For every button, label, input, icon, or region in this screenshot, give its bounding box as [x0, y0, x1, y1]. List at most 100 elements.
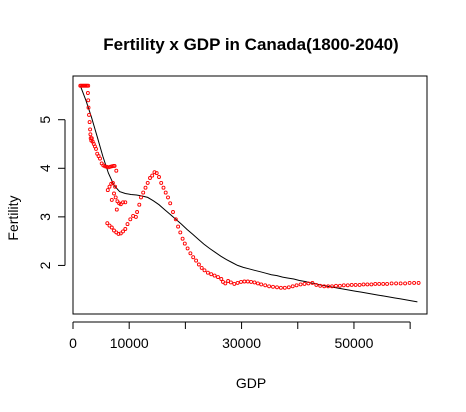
data-point — [294, 283, 299, 288]
x-tick-label: 10000 — [110, 335, 149, 351]
data-point — [143, 185, 148, 190]
data-point — [105, 221, 110, 226]
data-point — [86, 83, 91, 88]
data-point — [239, 279, 243, 284]
data-point — [86, 105, 91, 110]
data-point — [94, 146, 98, 151]
data-point — [361, 282, 366, 287]
data-point — [385, 281, 390, 286]
data-point — [282, 285, 287, 290]
data-point — [228, 280, 233, 285]
data-point — [182, 241, 187, 246]
data-point — [173, 217, 178, 222]
data-point — [125, 222, 130, 227]
data-point — [108, 164, 113, 169]
data-point — [349, 282, 354, 287]
data-point — [202, 268, 207, 273]
data-point — [109, 197, 114, 202]
data-point — [223, 281, 228, 286]
data-point — [369, 282, 374, 287]
data-point — [199, 265, 204, 270]
data-point — [178, 230, 183, 235]
data-point — [416, 280, 421, 285]
data-point — [112, 228, 116, 233]
data-point — [365, 282, 370, 287]
y-tick-label: 3 — [37, 213, 53, 221]
x-tick-label: 0 — [69, 335, 77, 351]
data-point — [403, 281, 408, 286]
data-point — [185, 246, 190, 251]
data-point — [389, 281, 394, 286]
data-point — [298, 282, 303, 287]
data-point — [168, 201, 173, 206]
data-point — [407, 280, 412, 285]
data-point — [271, 284, 275, 289]
data-point — [88, 132, 93, 137]
data-point — [188, 251, 193, 256]
x-axis-label: GDP — [236, 375, 266, 391]
data-point — [337, 283, 342, 288]
data-point — [145, 180, 150, 185]
data-point — [212, 273, 217, 278]
data-point — [114, 168, 119, 173]
data-point — [171, 210, 175, 214]
data-point — [159, 180, 164, 185]
data-point — [381, 281, 386, 286]
data-point — [290, 284, 295, 289]
data-point — [209, 272, 214, 277]
y-tick-label: 5 — [37, 116, 53, 124]
data-point — [103, 164, 107, 169]
data-point — [278, 285, 283, 290]
data-point — [87, 120, 92, 125]
data-point — [105, 188, 110, 193]
data-point — [334, 283, 338, 288]
data-point — [263, 283, 268, 288]
x-tick-label: 30000 — [222, 335, 261, 351]
data-point — [205, 270, 210, 275]
data-point — [88, 127, 93, 132]
data-point — [123, 200, 128, 205]
data-point — [345, 283, 350, 288]
data-point — [194, 258, 199, 263]
data-point — [255, 281, 260, 286]
data-point — [275, 285, 279, 290]
data-point — [412, 280, 417, 285]
data-point — [176, 224, 181, 229]
data-point — [196, 262, 201, 267]
data-point — [116, 231, 121, 236]
data-point — [112, 191, 116, 196]
data-point — [98, 156, 102, 161]
data-point — [341, 283, 346, 288]
points-layer — [78, 83, 421, 290]
data-point — [135, 210, 140, 214]
data-point — [112, 163, 117, 168]
data-point — [86, 98, 91, 103]
data-point — [118, 231, 123, 236]
data-point — [219, 277, 224, 281]
data-point — [137, 202, 142, 207]
x-tick-label: 50000 — [334, 335, 373, 351]
data-point — [235, 280, 240, 285]
data-point — [110, 180, 115, 185]
data-point — [245, 279, 250, 284]
data-point — [133, 214, 138, 219]
data-point — [191, 255, 196, 260]
data-point — [259, 282, 264, 287]
data-point — [85, 91, 90, 95]
data-point — [314, 282, 319, 287]
data-point — [107, 223, 112, 228]
data-point — [118, 202, 123, 207]
data-point — [121, 200, 125, 205]
data-point — [326, 284, 331, 289]
data-point — [216, 275, 220, 280]
data-point — [106, 165, 111, 170]
data-point — [394, 281, 399, 286]
data-point — [166, 195, 170, 200]
data-point — [113, 195, 118, 200]
data-point — [148, 176, 152, 180]
data-point — [139, 195, 143, 200]
data-point — [154, 171, 159, 176]
data-point — [163, 190, 168, 195]
data-point — [318, 283, 323, 288]
